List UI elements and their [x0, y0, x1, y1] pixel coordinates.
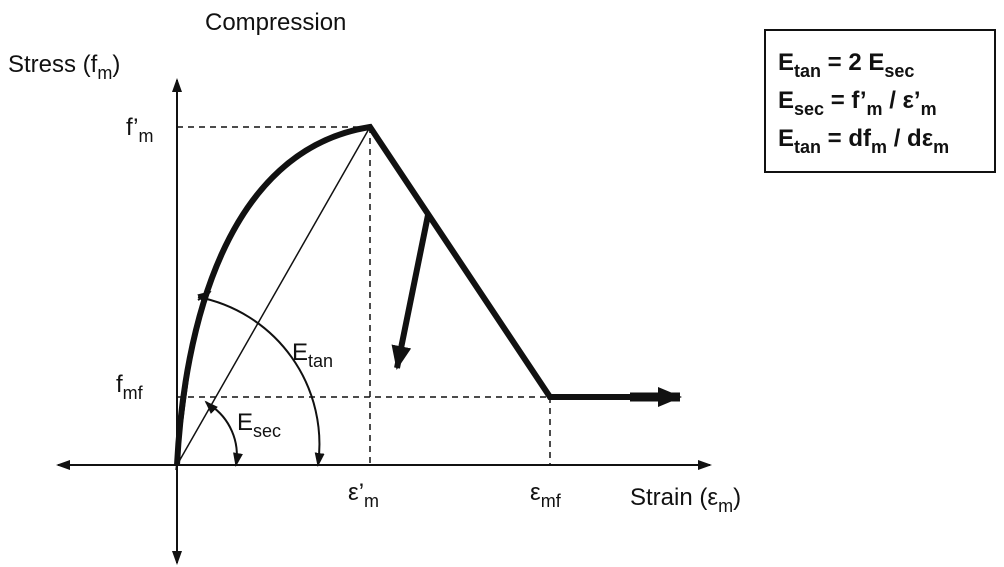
- tangent-arc-start: [197, 290, 212, 303]
- final-strain-label: εmf: [530, 479, 562, 511]
- subscript: m: [867, 99, 883, 119]
- subscript: m: [921, 99, 937, 119]
- text-part: E: [778, 49, 794, 76]
- unloading-arrow: [391, 214, 431, 370]
- text-part: E: [237, 409, 253, 436]
- text-part: ε: [530, 479, 541, 506]
- text-part: ): [733, 484, 741, 511]
- y-axis-label: Stress (fm): [8, 51, 120, 83]
- legend-box: [764, 29, 996, 173]
- subscript: m: [718, 496, 733, 516]
- secant-label: Esec: [237, 409, 281, 441]
- subscript: m: [364, 491, 379, 511]
- subscript: m: [871, 137, 887, 157]
- tangent-arc: [197, 296, 325, 467]
- text-part: ): [112, 51, 120, 78]
- subscript: sec: [884, 61, 914, 81]
- subscript: tan: [794, 137, 821, 157]
- text-part: ε’: [348, 479, 364, 506]
- text-part: = f’: [824, 87, 866, 114]
- subscript: m: [138, 126, 153, 146]
- text-part: f’: [126, 114, 138, 141]
- text-part: Strain (ε: [630, 484, 718, 511]
- stress-strain-curve: [174, 123, 640, 466]
- x-axis-label: Strain (εm): [630, 484, 741, 516]
- subscript: m: [97, 63, 112, 83]
- subscript: mf: [123, 383, 144, 403]
- subscript: m: [933, 137, 949, 157]
- text-part: f: [116, 371, 123, 398]
- peak-strain-label: ε’m: [348, 479, 379, 511]
- text-part: E: [778, 87, 794, 114]
- final-stress-label: fmf: [116, 371, 144, 403]
- secant-arc-start: [204, 400, 219, 415]
- text-part: / dε: [887, 125, 933, 152]
- axes: [56, 78, 712, 565]
- text-part: E: [292, 339, 308, 366]
- text-part: = df: [821, 125, 872, 152]
- secant-arc: [209, 404, 243, 467]
- text-part: E: [778, 125, 794, 152]
- peak-stress-label: f’m: [126, 114, 153, 146]
- legend-line: Esec = f’m / ε’m: [778, 87, 937, 119]
- text-part: = 2 E: [821, 49, 884, 76]
- text-part: Stress (f: [8, 51, 98, 78]
- dashed-guides: [177, 126, 551, 465]
- tangent-label: Etan: [292, 339, 333, 371]
- text-part: / ε’: [883, 87, 921, 114]
- subscript: tan: [794, 61, 821, 81]
- title: Compression: [205, 9, 346, 36]
- curve: [174, 123, 682, 471]
- subscript: mf: [541, 491, 562, 511]
- subscript: sec: [253, 421, 281, 441]
- subscript: sec: [794, 99, 824, 119]
- legend-line: Etan = 2 Esec: [778, 49, 914, 81]
- subscript: tan: [308, 351, 333, 371]
- legend-line: Etan = dfm / dεm: [778, 125, 949, 157]
